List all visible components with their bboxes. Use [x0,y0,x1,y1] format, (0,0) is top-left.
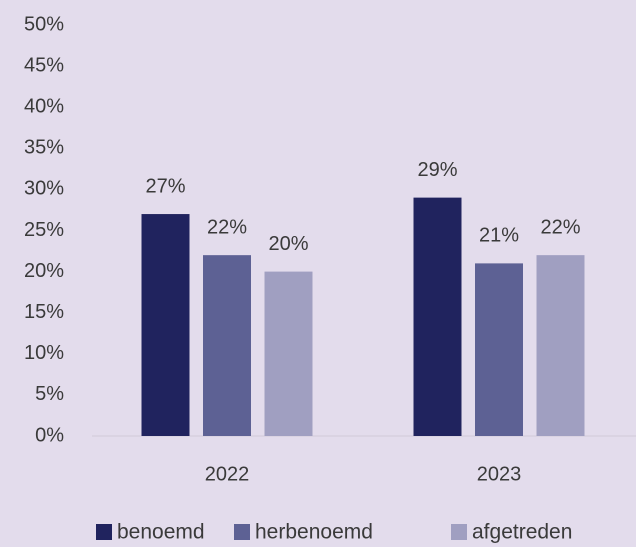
y-tick-label: 25% [24,219,64,241]
legend: benoemd herbenoemd afgetreden [96,521,572,544]
legend-label: benoemd [117,521,205,544]
x-tick-label: 2022 [205,463,250,485]
legend-swatch [234,524,250,540]
data-label: 22% [207,216,247,238]
legend-label: afgetreden [472,521,572,544]
y-tick-label: 0% [35,424,64,446]
data-label: 20% [268,233,308,255]
bar [141,214,190,436]
y-tick-label: 35% [24,137,64,159]
bar [264,271,313,436]
bar [413,197,462,436]
legend-swatch [96,524,112,540]
data-label: 27% [145,175,185,197]
x-tick-label: 2023 [477,463,522,485]
y-tick-label: 20% [24,260,64,282]
data-label: 22% [540,216,580,238]
bar [203,255,251,436]
y-tick-label: 10% [24,342,64,364]
y-tick-label: 30% [24,178,64,200]
data-label: 21% [479,225,519,247]
legend-label: herbenoemd [255,521,373,544]
y-tick-label: 5% [35,383,64,405]
y-tick-label: 50% [24,13,64,35]
y-tick-label: 40% [24,95,64,117]
bar [475,263,523,436]
legend-swatch [451,524,467,540]
y-tick-label: 45% [24,54,64,76]
data-label: 29% [417,159,457,181]
y-tick-label: 15% [24,301,64,323]
bar [536,255,585,436]
